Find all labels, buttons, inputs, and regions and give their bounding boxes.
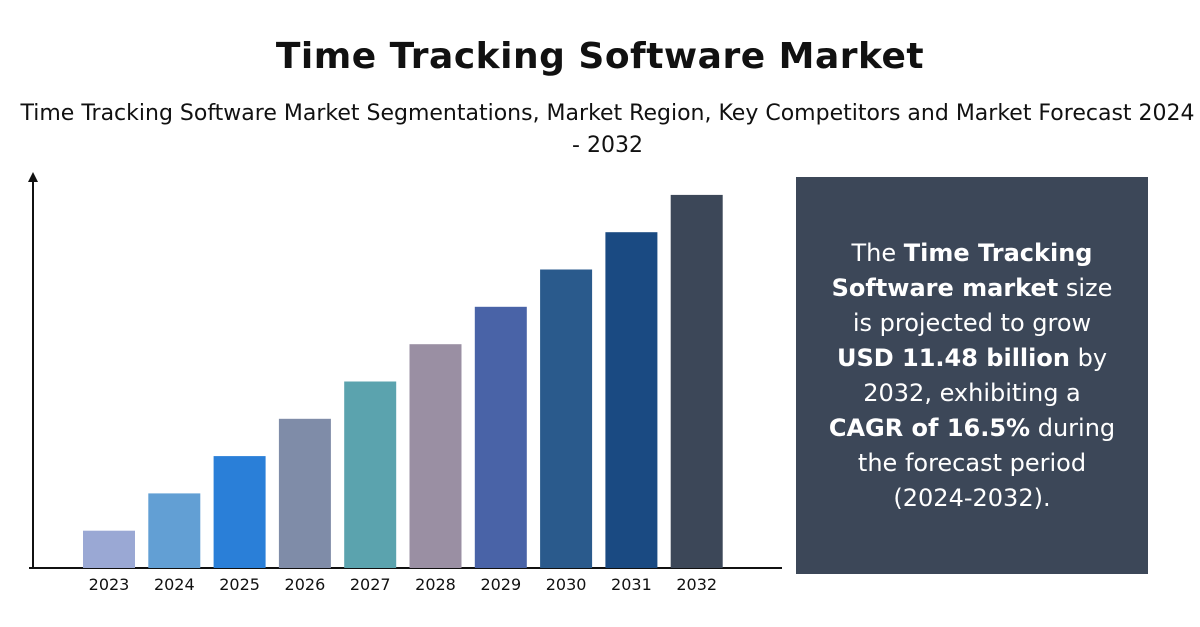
x-tick-label: 2030 bbox=[546, 575, 587, 594]
x-tick-label: 2026 bbox=[285, 575, 326, 594]
bar-2028 bbox=[409, 344, 462, 568]
summary-highlight-value: USD 11.48 billion bbox=[836, 343, 1070, 372]
bar-2027 bbox=[344, 381, 397, 568]
bar-2025 bbox=[213, 456, 266, 568]
summary-text-part-1: The bbox=[851, 238, 904, 267]
summary-text-part-4: during the forecast period (2024-2032). bbox=[857, 413, 1116, 512]
bar-2026 bbox=[278, 418, 331, 568]
bar-2024 bbox=[148, 493, 201, 568]
summary-panel: The Time Tracking Software market size i… bbox=[796, 177, 1148, 574]
summary-text-part-2: size is projected to grow bbox=[852, 273, 1113, 337]
x-tick-label: 2032 bbox=[676, 575, 717, 594]
summary-highlight-market: Time Tracking Software market bbox=[831, 238, 1093, 302]
x-tick-label: 2028 bbox=[415, 575, 456, 594]
bar-2032 bbox=[670, 194, 723, 568]
x-tick-label: 2023 bbox=[89, 575, 130, 594]
bar-2023 bbox=[83, 530, 135, 568]
x-tick-label: 2031 bbox=[611, 575, 652, 594]
chart-subtitle: Time Tracking Software Market Segmentati… bbox=[20, 101, 1195, 158]
chart-title: Time Tracking Software Market bbox=[275, 36, 925, 77]
x-tick-label: 2024 bbox=[154, 575, 195, 594]
summary-text: The Time Tracking Software market size i… bbox=[826, 236, 1118, 516]
summary-text-part-3: by 2032, exhibiting a bbox=[863, 343, 1108, 407]
y-axis-arrow bbox=[28, 172, 38, 182]
summary-highlight-cagr: CAGR of 16.5% bbox=[828, 413, 1031, 442]
bar-chart: 2023 2024 2025 2026 2027 2028 2029 2030 2031 2032 bbox=[28, 172, 782, 594]
x-tick-label: 2027 bbox=[350, 575, 391, 594]
x-tick-label: 2025 bbox=[219, 575, 260, 594]
bar-2030 bbox=[540, 269, 593, 568]
bar-2029 bbox=[474, 306, 527, 568]
bar-2031 bbox=[605, 232, 658, 568]
x-tick-label: 2029 bbox=[480, 575, 521, 594]
